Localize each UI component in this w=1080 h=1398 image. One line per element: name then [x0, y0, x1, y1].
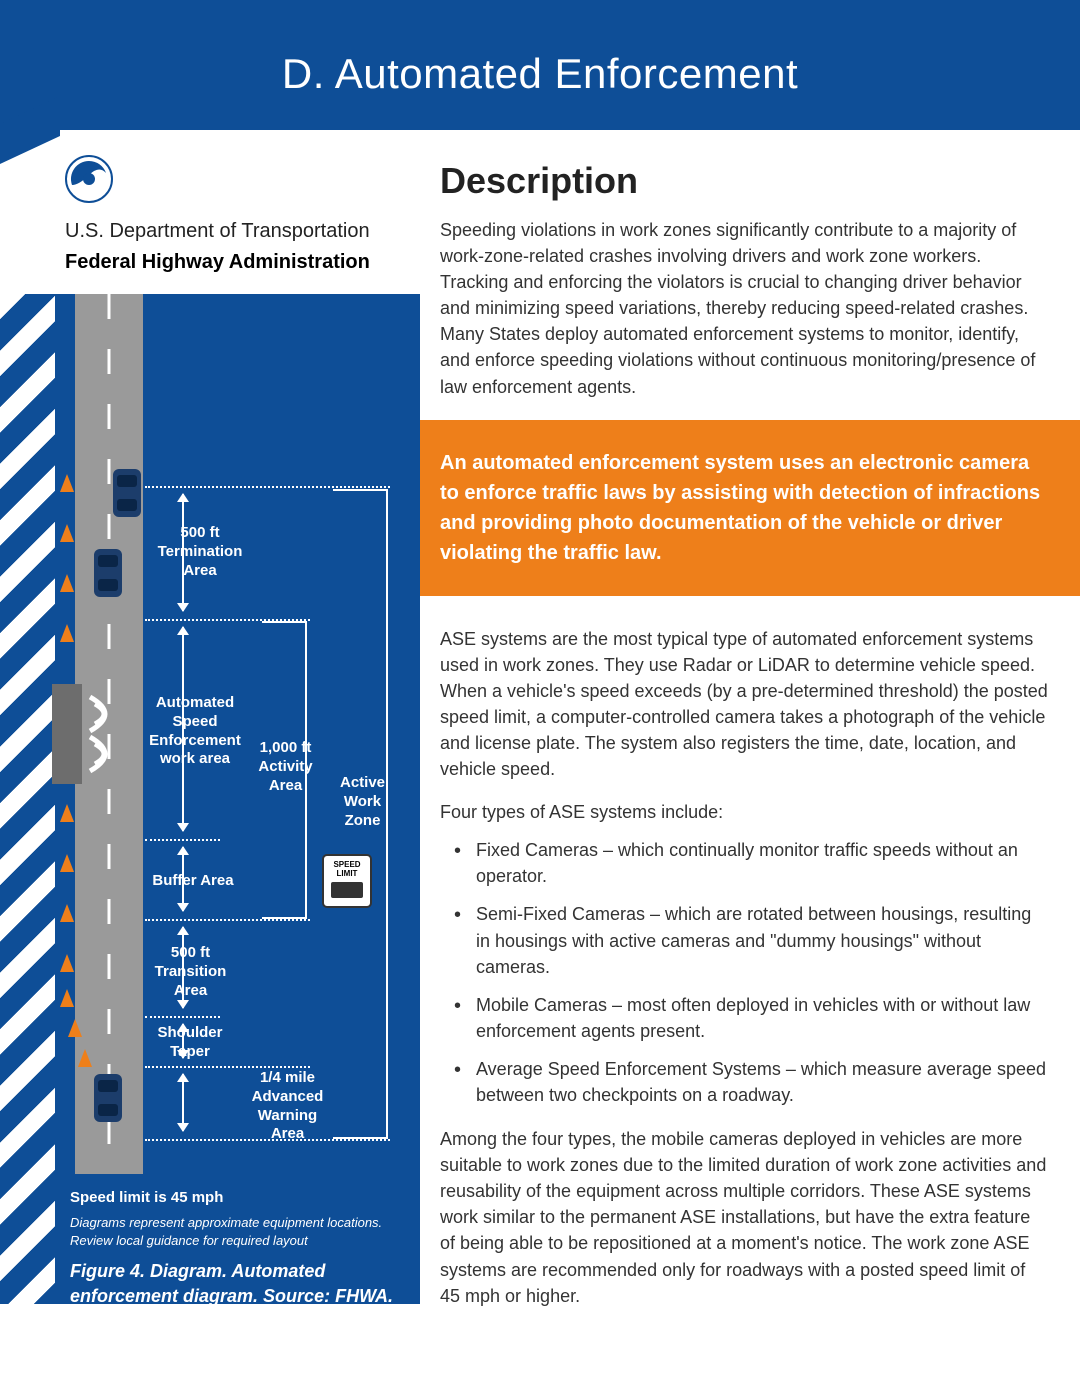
zone-divider: [145, 1016, 220, 1018]
car-icon: [113, 469, 141, 517]
ase-section: ASE systems are the most typical type of…: [440, 596, 1050, 1309]
zone-divider: [145, 839, 220, 841]
car-icon: [94, 1074, 122, 1122]
cone-icon: [78, 1049, 92, 1067]
description-para-1: Speeding violations in work zones signif…: [440, 217, 1050, 400]
cone-icon: [60, 474, 74, 492]
activity-label: 1,000 ft Activity Area: [248, 739, 323, 795]
cone-icon: [60, 989, 74, 1007]
sensor-unit: [52, 684, 82, 784]
zone-arrow: [182, 1074, 184, 1131]
zone-divider: [145, 486, 390, 488]
car-icon: [94, 549, 122, 597]
figure-caption: Figure 4. Diagram. Automated enforcement…: [70, 1259, 410, 1309]
zone-divider: [145, 919, 310, 921]
page-title: D. Automated Enforcement: [0, 50, 1080, 98]
department-name: U.S. Department of Transportation: [65, 220, 420, 243]
page-header: D. Automated Enforcement: [0, 0, 1080, 130]
transition-label: 500 ft Transition Area: [148, 944, 233, 1000]
speed-limit-note: Speed limit is 45 mph: [70, 1189, 223, 1206]
buffer-label: Buffer Area: [148, 872, 238, 891]
shoulder-label: Shoulder Taper: [150, 1024, 230, 1062]
diagram-note: Diagrams represent approximate equipment…: [70, 1214, 400, 1250]
cone-icon: [60, 624, 74, 642]
right-column: Description Speeding violations in work …: [420, 130, 1080, 1398]
list-item: Fixed Cameras – which continually monito…: [440, 837, 1050, 889]
description-para-3: Among the four types, the mobile cameras…: [440, 1126, 1050, 1309]
list-intro: Four types of ASE systems include:: [440, 802, 1050, 823]
list-item: Semi-Fixed Cameras – which are rotated b…: [440, 901, 1050, 979]
warning-label: 1/4 mile Advanced Warning Area: [245, 1069, 330, 1144]
cone-icon: [60, 904, 74, 922]
termination-label: 500 ft Termination Area: [150, 524, 250, 580]
ase-types-list: Fixed Cameras – which continually monito…: [440, 837, 1050, 1108]
description-para-2: ASE systems are the most typical type of…: [440, 626, 1050, 783]
ase-area-label: Automated Speed Enforcement work area: [145, 694, 245, 769]
cone-icon: [60, 524, 74, 542]
list-item: Average Speed Enforcement Systems – whic…: [440, 1056, 1050, 1108]
main-content: U.S. Department of Transportation Federa…: [0, 130, 1080, 1398]
callout-box: An automated enforcement system uses an …: [420, 420, 1080, 596]
cone-icon: [60, 574, 74, 592]
work-zone-diagram: 500 ft Termination Area Automated Speed …: [0, 294, 420, 1304]
dot-logo-icon: [65, 155, 113, 203]
agency-block: U.S. Department of Transportation Federa…: [0, 130, 420, 289]
description-heading: Description: [440, 160, 1050, 202]
active-zone-label: Active Work Zone: [330, 774, 395, 830]
administration-name: Federal Highway Administration: [65, 251, 420, 274]
list-item: Mobile Cameras – most often deployed in …: [440, 992, 1050, 1044]
callout-text: An automated enforcement system uses an …: [440, 448, 1050, 568]
left-column: U.S. Department of Transportation Federa…: [0, 130, 420, 1398]
zone-divider: [145, 1066, 310, 1068]
cone-icon: [60, 854, 74, 872]
cone-icon: [68, 1019, 82, 1037]
radar-icon: [85, 689, 135, 784]
hazard-stripes: [0, 294, 55, 1304]
speed-limit-sign: SPEED LIMIT: [322, 854, 372, 908]
cone-icon: [60, 804, 74, 822]
cone-icon: [60, 954, 74, 972]
